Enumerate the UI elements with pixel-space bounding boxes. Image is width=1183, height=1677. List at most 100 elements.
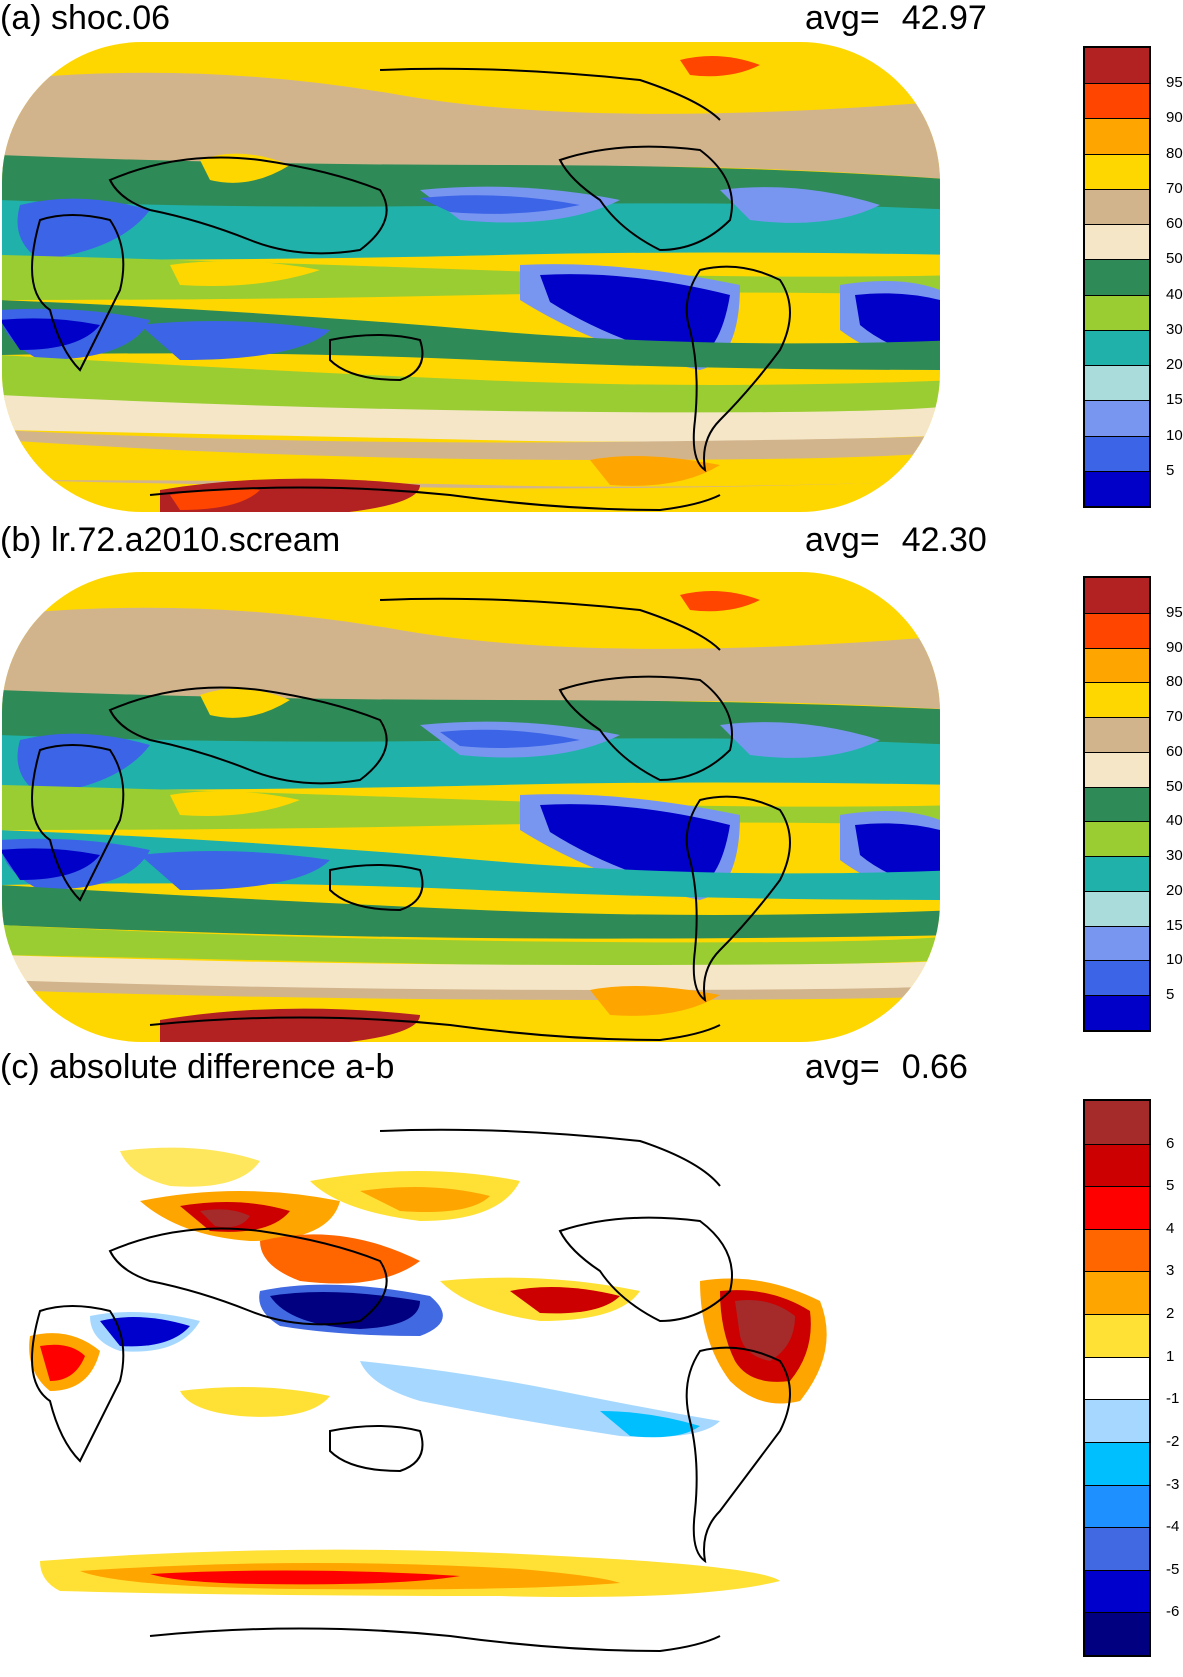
colorbar-tick-label: 70 bbox=[1166, 708, 1183, 726]
colorbar-tick-label: 40 bbox=[1166, 812, 1183, 830]
colorbar-swatch bbox=[1085, 682, 1149, 718]
panel-c: (c) absolute difference a-b avg= 0.66 bbox=[0, 1048, 1183, 1677]
colorbar-tick-label: 20 bbox=[1166, 881, 1183, 899]
colorbar-separator bbox=[1085, 856, 1149, 858]
colorbar-separator bbox=[1085, 188, 1149, 190]
colorbar-tick-label: 10 bbox=[1166, 951, 1183, 969]
colorbar-tick-label: -5 bbox=[1166, 1560, 1180, 1578]
colorbar-swatch bbox=[1085, 717, 1149, 752]
colorbar-swatch bbox=[1085, 435, 1149, 471]
colorbar-tick-label: 5 bbox=[1166, 1177, 1175, 1195]
panel-a-avg: avg= 42.97 bbox=[805, 0, 987, 38]
colorbar-swatch bbox=[1085, 48, 1149, 84]
colorbar-separator bbox=[1085, 400, 1149, 402]
colorbar-tick-label: 95 bbox=[1166, 603, 1183, 621]
panel-b-avg-label: avg= bbox=[805, 521, 880, 559]
colorbar-tick-label: 80 bbox=[1166, 673, 1183, 691]
colorbar-tick-label: 15 bbox=[1166, 391, 1183, 409]
colorbar-separator bbox=[1085, 751, 1149, 753]
colorbar-swatch bbox=[1085, 578, 1149, 613]
colorbar-separator bbox=[1085, 1143, 1149, 1145]
colorbar-separator bbox=[1085, 1484, 1149, 1486]
colorbar-separator bbox=[1085, 1527, 1149, 1529]
colorbar-tick-label: -2 bbox=[1166, 1432, 1180, 1450]
colorbar-separator bbox=[1085, 1356, 1149, 1358]
colorbar-swatch bbox=[1085, 1441, 1149, 1485]
colorbar-swatch bbox=[1085, 118, 1149, 154]
colorbar-tick-label: 6 bbox=[1166, 1134, 1175, 1152]
colorbar-swatch bbox=[1085, 821, 1149, 857]
colorbar-tick-label: -1 bbox=[1166, 1390, 1180, 1408]
colorbar-swatch bbox=[1085, 751, 1149, 787]
colorbar-swatch bbox=[1085, 1356, 1149, 1400]
colorbar-tick-label: 60 bbox=[1166, 742, 1183, 760]
colorbar-separator bbox=[1085, 153, 1149, 155]
colorbar-separator bbox=[1085, 470, 1149, 472]
colorbar-swatch bbox=[1085, 1612, 1149, 1655]
panel-a-colorbar bbox=[1083, 46, 1151, 508]
colorbar-separator bbox=[1085, 259, 1149, 261]
colorbar-swatch bbox=[1085, 329, 1149, 366]
colorbar-swatch bbox=[1085, 925, 1149, 961]
colorbar-swatch bbox=[1085, 83, 1149, 119]
colorbar-separator bbox=[1085, 1186, 1149, 1188]
colorbar-swatch bbox=[1085, 1186, 1149, 1229]
panel-b-map bbox=[2, 572, 940, 1042]
colorbar-separator bbox=[1085, 717, 1149, 719]
panel-c-avg: avg= 0.66 bbox=[805, 1047, 968, 1087]
colorbar-swatch bbox=[1085, 786, 1149, 822]
colorbar-separator bbox=[1085, 83, 1149, 85]
panel-a-avg-label: avg= bbox=[805, 0, 880, 37]
colorbar-swatch bbox=[1085, 188, 1149, 225]
colorbar-tick-label: -6 bbox=[1166, 1603, 1180, 1621]
panel-b-avg-value: 42.30 bbox=[901, 521, 987, 559]
colorbar-separator bbox=[1085, 1314, 1149, 1316]
colorbar-separator bbox=[1085, 995, 1149, 997]
colorbar-separator bbox=[1085, 925, 1149, 927]
colorbar-tick-label: 60 bbox=[1166, 215, 1183, 233]
colorbar-separator bbox=[1085, 118, 1149, 120]
colorbar-separator bbox=[1085, 1612, 1149, 1614]
colorbar-tick-label: 2 bbox=[1166, 1305, 1175, 1323]
colorbar-tick-label: 30 bbox=[1166, 320, 1183, 338]
panel-b: (b) lr.72.a2010.scream avg= 42.30 bbox=[0, 521, 1183, 1050]
colorbar-separator bbox=[1085, 1271, 1149, 1273]
panel-a: (a) shoc.06 avg= 42.97 bbox=[0, 0, 1183, 520]
panel-c-map bbox=[2, 1096, 940, 1656]
colorbar-swatch bbox=[1085, 1143, 1149, 1187]
colorbar-tick-label: 30 bbox=[1166, 847, 1183, 865]
colorbar-tick-label: 90 bbox=[1166, 109, 1183, 127]
colorbar-swatch bbox=[1085, 470, 1149, 506]
colorbar-separator bbox=[1085, 435, 1149, 437]
colorbar-swatch bbox=[1085, 856, 1149, 891]
colorbar-swatch bbox=[1085, 995, 1149, 1030]
colorbar-separator bbox=[1085, 647, 1149, 649]
colorbar-tick-label: 70 bbox=[1166, 179, 1183, 197]
panel-c-colorbar bbox=[1083, 1099, 1151, 1657]
colorbar-separator bbox=[1085, 1399, 1149, 1401]
panel-a-map bbox=[2, 42, 940, 512]
colorbar-swatch bbox=[1085, 1527, 1149, 1570]
colorbar-tick-label: 5 bbox=[1166, 461, 1175, 479]
colorbar-swatch bbox=[1085, 890, 1149, 926]
colorbar-tick-label: 50 bbox=[1166, 777, 1183, 795]
colorbar-separator bbox=[1085, 682, 1149, 684]
colorbar-tick-label: -3 bbox=[1166, 1475, 1180, 1493]
colorbar-separator bbox=[1085, 960, 1149, 962]
panel-c-title: (c) absolute difference a-b bbox=[0, 1048, 395, 1086]
colorbar-separator bbox=[1085, 329, 1149, 331]
colorbar-swatch bbox=[1085, 1101, 1149, 1144]
colorbar-tick-label: 5 bbox=[1166, 986, 1175, 1004]
colorbar-tick-label: 3 bbox=[1166, 1262, 1175, 1280]
colorbar-separator bbox=[1085, 224, 1149, 226]
colorbar-swatch bbox=[1085, 1271, 1149, 1315]
panel-b-colorbar bbox=[1083, 576, 1151, 1032]
panel-a-avg-value: 42.97 bbox=[901, 0, 987, 37]
panel-c-avg-label: avg= bbox=[805, 1048, 880, 1086]
colorbar-tick-label: -4 bbox=[1166, 1518, 1180, 1536]
colorbar-separator bbox=[1085, 786, 1149, 788]
colorbar-swatch bbox=[1085, 1484, 1149, 1528]
panel-b-title: (b) lr.72.a2010.scream bbox=[0, 521, 341, 559]
panel-c-avg-value: 0.66 bbox=[901, 1048, 968, 1086]
panel-a-title: (a) shoc.06 bbox=[0, 0, 171, 37]
